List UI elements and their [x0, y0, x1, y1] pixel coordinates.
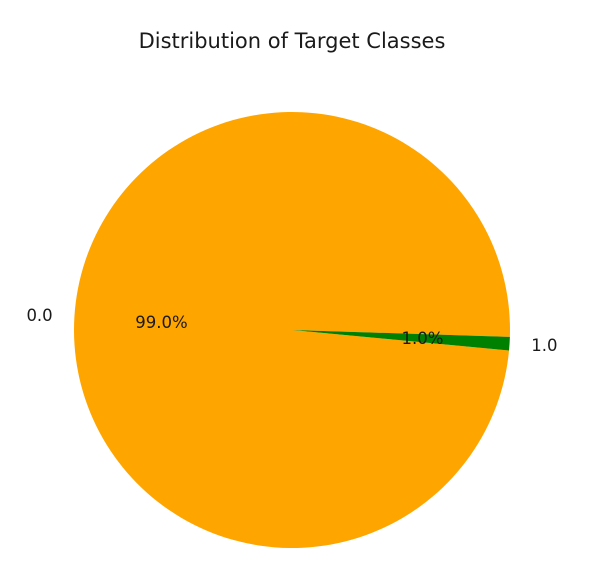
chart-title: Distribution of Target Classes: [139, 29, 446, 53]
pie-labels: 0.0 99.0% 1.0 1.0%: [26, 306, 557, 355]
slice-percent-0-0: 99.0%: [135, 313, 187, 332]
slice-percent-1-0: 1.0%: [402, 329, 444, 348]
pie-slice-0-0: [73, 112, 510, 549]
slice-label-1-0: 1.0: [531, 336, 557, 355]
pie-slices: [73, 112, 510, 549]
pie-slice-1-0: [292, 330, 510, 351]
slice-label-0-0: 0.0: [26, 306, 52, 325]
